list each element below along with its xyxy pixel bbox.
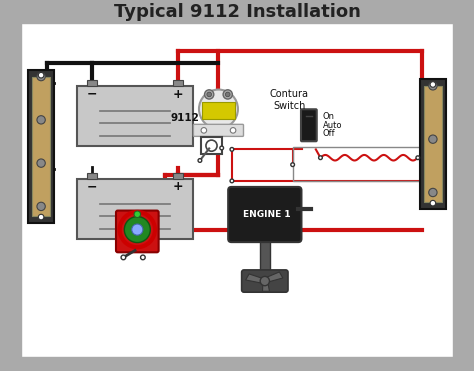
Circle shape [319,156,322,160]
Circle shape [134,211,141,217]
Circle shape [230,128,236,133]
FancyBboxPatch shape [201,137,222,154]
Circle shape [223,90,232,99]
Text: Off: Off [323,129,336,138]
Text: +: + [173,88,183,101]
Polygon shape [246,274,266,283]
FancyBboxPatch shape [77,86,193,146]
Circle shape [416,156,419,160]
Polygon shape [263,281,269,291]
Circle shape [37,202,46,211]
Circle shape [428,135,437,143]
FancyBboxPatch shape [21,23,453,357]
FancyBboxPatch shape [116,211,159,252]
FancyBboxPatch shape [173,173,183,178]
Text: +: + [173,180,183,193]
Circle shape [230,179,234,183]
Text: −: − [87,88,97,101]
FancyBboxPatch shape [32,76,50,216]
FancyBboxPatch shape [173,80,183,86]
Circle shape [430,200,436,206]
FancyBboxPatch shape [193,124,244,137]
FancyBboxPatch shape [420,79,446,209]
FancyBboxPatch shape [242,270,288,292]
FancyBboxPatch shape [77,178,193,239]
Circle shape [207,92,211,97]
Circle shape [37,72,46,81]
FancyBboxPatch shape [87,80,97,86]
Text: −: − [87,180,97,193]
Circle shape [206,140,217,151]
Circle shape [230,148,234,151]
Circle shape [430,82,436,87]
Text: 9112: 9112 [171,113,200,123]
Circle shape [260,276,269,286]
FancyBboxPatch shape [424,86,442,202]
Circle shape [132,224,143,235]
Circle shape [198,159,202,162]
Circle shape [199,89,238,128]
FancyBboxPatch shape [87,173,97,178]
Circle shape [37,159,46,167]
Circle shape [428,188,437,197]
Circle shape [141,255,145,260]
Circle shape [38,214,44,220]
FancyBboxPatch shape [228,187,301,242]
Circle shape [124,217,150,243]
FancyBboxPatch shape [301,109,317,141]
Text: On: On [323,112,335,121]
Circle shape [121,255,126,260]
Polygon shape [264,272,283,283]
Text: ENGINE 1: ENGINE 1 [243,210,291,219]
FancyBboxPatch shape [28,70,54,223]
Circle shape [428,82,437,90]
Circle shape [201,128,207,133]
Circle shape [38,72,44,78]
Text: Typical 9112 Installation: Typical 9112 Installation [114,3,360,21]
Text: Auto: Auto [323,121,342,130]
Circle shape [291,163,294,167]
FancyBboxPatch shape [202,102,235,119]
Circle shape [37,116,46,124]
Circle shape [220,146,224,150]
Circle shape [205,90,214,99]
FancyBboxPatch shape [260,239,270,276]
Text: Contura
Switch: Contura Switch [270,89,309,111]
Circle shape [226,92,230,97]
